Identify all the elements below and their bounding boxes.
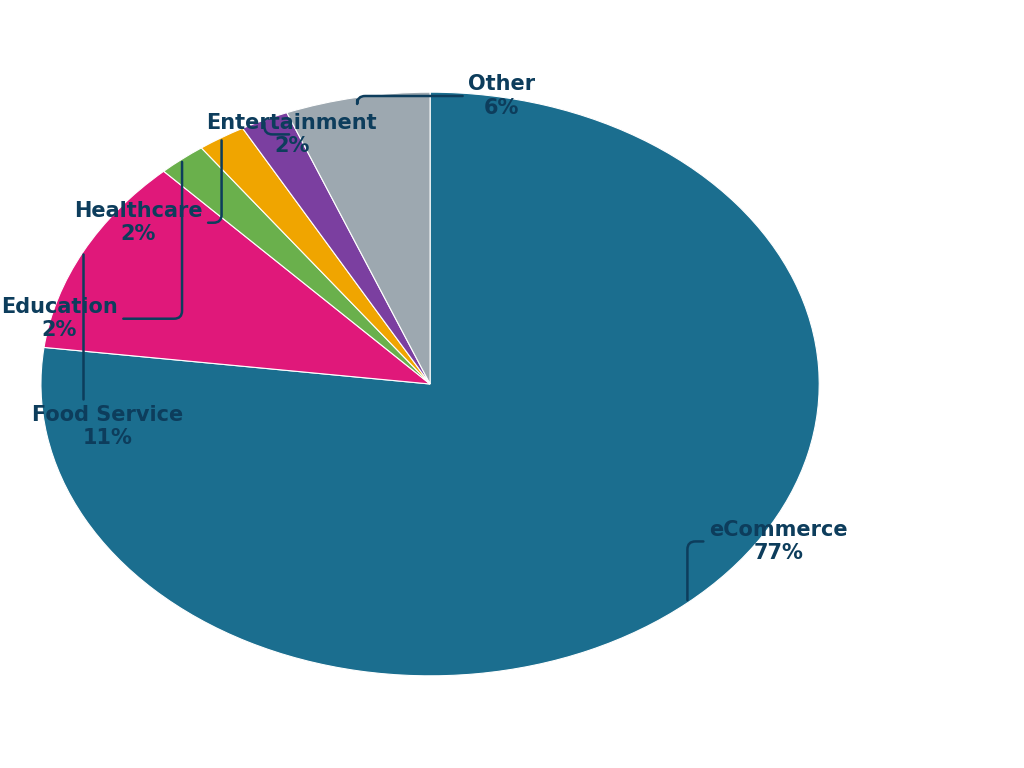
Wedge shape bbox=[287, 92, 430, 384]
Wedge shape bbox=[243, 113, 430, 384]
Text: Healthcare
2%: Healthcare 2% bbox=[74, 141, 221, 244]
Text: Entertainment
2%: Entertainment 2% bbox=[207, 113, 377, 156]
Wedge shape bbox=[202, 128, 430, 384]
Text: Food Service
11%: Food Service 11% bbox=[32, 254, 183, 448]
Wedge shape bbox=[44, 171, 430, 384]
Wedge shape bbox=[164, 148, 430, 384]
Text: eCommerce
77%: eCommerce 77% bbox=[687, 520, 848, 600]
Wedge shape bbox=[41, 92, 819, 676]
Text: Other
6%: Other 6% bbox=[357, 74, 536, 118]
Text: Education
2%: Education 2% bbox=[1, 162, 182, 340]
